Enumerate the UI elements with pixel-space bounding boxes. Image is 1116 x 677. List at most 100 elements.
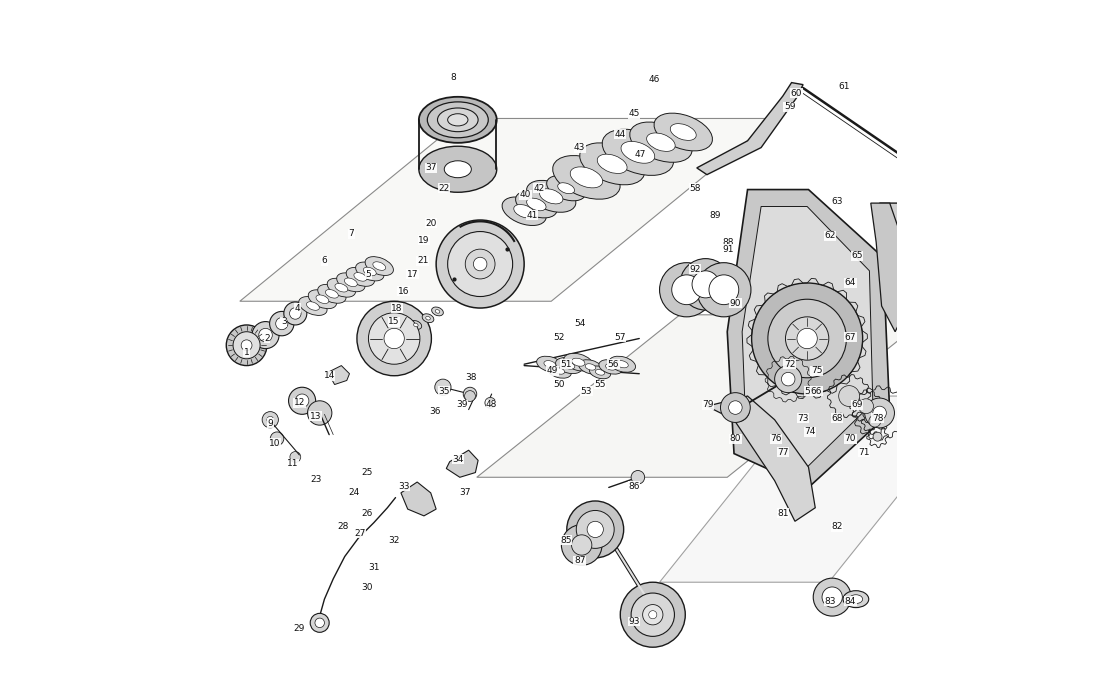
Ellipse shape <box>558 183 575 194</box>
Text: 40: 40 <box>520 190 531 200</box>
Text: 35: 35 <box>439 387 450 396</box>
Ellipse shape <box>616 361 628 368</box>
Circle shape <box>709 275 739 305</box>
Text: 24: 24 <box>348 488 359 498</box>
Circle shape <box>865 398 894 428</box>
Text: 9: 9 <box>268 418 273 428</box>
Ellipse shape <box>414 323 418 327</box>
Text: 28: 28 <box>337 522 348 531</box>
Ellipse shape <box>609 356 635 372</box>
Text: 80: 80 <box>730 434 741 443</box>
Ellipse shape <box>345 278 357 286</box>
Text: 42: 42 <box>533 183 545 193</box>
Ellipse shape <box>327 278 356 297</box>
Text: 86: 86 <box>628 481 639 491</box>
Circle shape <box>632 471 645 484</box>
Text: 57: 57 <box>615 332 626 342</box>
Circle shape <box>643 605 663 625</box>
Text: 46: 46 <box>648 75 660 85</box>
Circle shape <box>296 394 309 408</box>
Circle shape <box>873 432 882 441</box>
Circle shape <box>436 220 525 308</box>
Text: 27: 27 <box>355 529 366 538</box>
Text: 6: 6 <box>321 256 327 265</box>
Ellipse shape <box>307 302 319 310</box>
Ellipse shape <box>539 189 562 204</box>
Ellipse shape <box>547 175 586 201</box>
Circle shape <box>308 401 331 425</box>
Ellipse shape <box>589 366 610 378</box>
Circle shape <box>270 432 283 445</box>
Text: 4: 4 <box>295 303 300 313</box>
Text: 38: 38 <box>465 373 478 383</box>
Text: 10: 10 <box>269 439 281 448</box>
Circle shape <box>561 525 602 565</box>
Ellipse shape <box>432 307 443 316</box>
Ellipse shape <box>335 284 348 292</box>
Text: 74: 74 <box>805 427 816 437</box>
Text: 41: 41 <box>527 211 538 220</box>
Circle shape <box>448 232 512 297</box>
Text: 68: 68 <box>831 414 843 423</box>
Circle shape <box>276 318 288 330</box>
Text: 88: 88 <box>723 238 734 247</box>
Text: 85: 85 <box>560 536 571 545</box>
Ellipse shape <box>562 362 575 369</box>
Polygon shape <box>477 315 931 477</box>
Text: 7: 7 <box>348 229 355 238</box>
Ellipse shape <box>354 273 367 281</box>
Circle shape <box>368 313 420 364</box>
Circle shape <box>484 397 496 408</box>
Text: 16: 16 <box>398 286 410 296</box>
Ellipse shape <box>373 262 386 270</box>
Text: 17: 17 <box>406 269 418 279</box>
Text: 2: 2 <box>264 334 270 343</box>
Polygon shape <box>660 396 978 582</box>
Ellipse shape <box>570 167 603 188</box>
Text: 61: 61 <box>838 82 849 91</box>
Ellipse shape <box>346 267 375 286</box>
Ellipse shape <box>326 290 338 298</box>
Circle shape <box>587 521 604 538</box>
Circle shape <box>259 328 272 342</box>
Text: 53: 53 <box>580 387 593 396</box>
Circle shape <box>725 397 750 422</box>
Circle shape <box>873 406 886 420</box>
Circle shape <box>775 366 801 393</box>
Text: 44: 44 <box>615 129 626 139</box>
Text: 20: 20 <box>425 219 436 228</box>
Circle shape <box>283 302 307 325</box>
Circle shape <box>310 613 329 632</box>
Ellipse shape <box>299 297 327 315</box>
Text: 51: 51 <box>560 359 571 369</box>
Ellipse shape <box>513 204 535 218</box>
Text: 3: 3 <box>281 317 287 326</box>
Text: 50: 50 <box>554 380 565 389</box>
Text: 11: 11 <box>287 459 298 468</box>
Circle shape <box>227 325 267 366</box>
Ellipse shape <box>437 108 478 131</box>
Text: 60: 60 <box>790 89 802 98</box>
Text: 64: 64 <box>845 278 856 288</box>
Circle shape <box>357 301 432 376</box>
Ellipse shape <box>422 313 434 323</box>
Ellipse shape <box>328 283 348 297</box>
Text: 26: 26 <box>362 508 373 518</box>
Text: 37: 37 <box>425 163 436 173</box>
Ellipse shape <box>365 257 394 276</box>
Text: 63: 63 <box>831 197 843 206</box>
Text: 78: 78 <box>872 414 883 423</box>
Ellipse shape <box>537 356 564 372</box>
Circle shape <box>289 307 301 320</box>
Polygon shape <box>742 206 873 467</box>
Polygon shape <box>696 83 804 175</box>
Text: 90: 90 <box>730 299 741 308</box>
Text: 72: 72 <box>783 359 796 369</box>
Circle shape <box>252 322 279 349</box>
Ellipse shape <box>579 143 645 185</box>
Circle shape <box>768 299 846 378</box>
Ellipse shape <box>671 124 696 140</box>
Circle shape <box>672 275 702 305</box>
Text: 8: 8 <box>450 73 456 83</box>
Text: 56: 56 <box>608 359 619 369</box>
